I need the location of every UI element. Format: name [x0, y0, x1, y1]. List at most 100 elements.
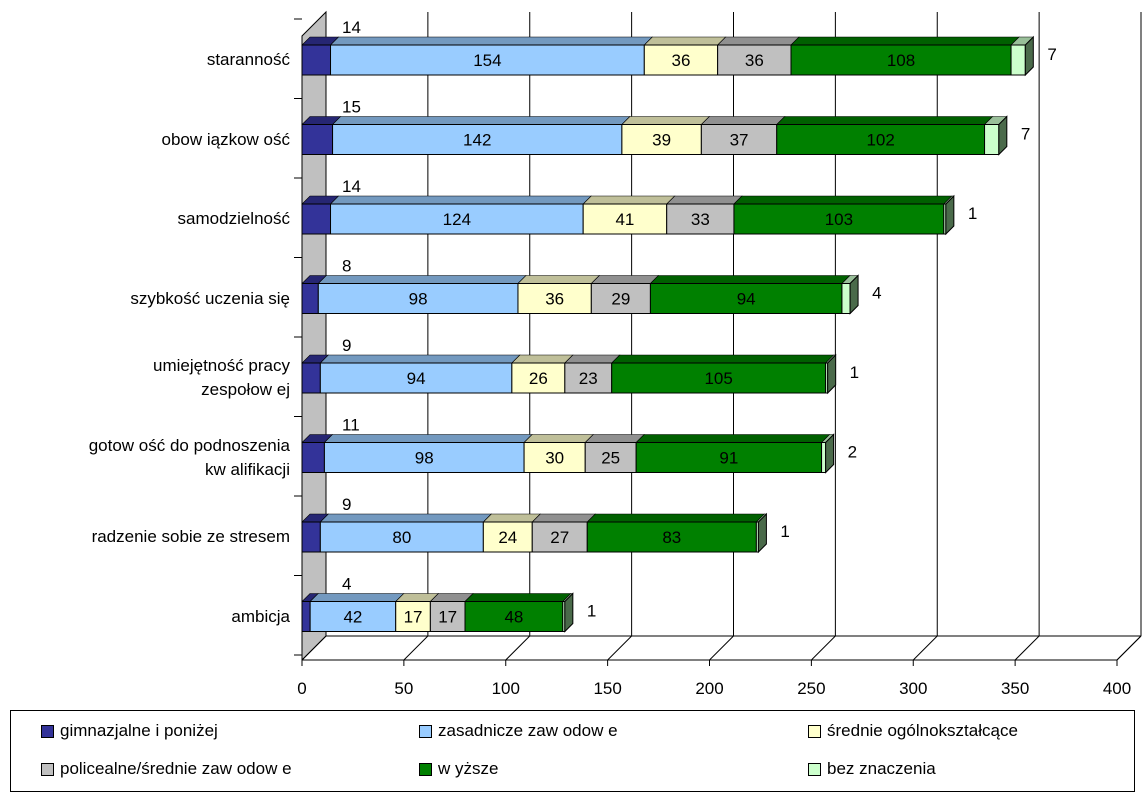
data-label: 33	[691, 210, 710, 229]
legend-label: w yższe	[438, 759, 499, 778]
bar-segment	[301, 124, 334, 155]
bar-segment	[395, 601, 431, 632]
bar-segment	[332, 124, 623, 155]
data-label: 4	[872, 284, 881, 303]
bar-segment	[301, 442, 325, 473]
bar-segment	[564, 362, 613, 394]
data-label: 154	[473, 51, 501, 70]
data-label: 37	[730, 131, 749, 150]
bar-segment	[635, 442, 823, 473]
bar-segment	[984, 124, 1000, 155]
floor-line	[811, 635, 836, 661]
data-label: 142	[463, 131, 491, 150]
data-label: 102	[866, 131, 894, 150]
bar-segment	[301, 203, 332, 235]
legend-swatch	[419, 724, 432, 738]
bar-top	[635, 434, 831, 443]
bar-top	[523, 434, 594, 443]
data-label: 14	[342, 177, 361, 196]
bar-top	[482, 513, 541, 523]
bar-side	[998, 115, 1008, 156]
bar-top	[531, 513, 596, 523]
legend-swatch	[808, 762, 821, 776]
data-label: 7	[1047, 45, 1056, 64]
legend-label: policealne/średnie zaw odow e	[60, 759, 292, 778]
data-label: 36	[545, 290, 564, 309]
bar-segment	[482, 521, 533, 553]
floor-line	[607, 635, 632, 661]
bar-segment	[590, 283, 651, 314]
bar-top	[665, 195, 743, 205]
legend-item: gimnazjalne i poniżej	[41, 721, 218, 741]
legend-swatch	[41, 762, 54, 776]
bar-segment	[649, 283, 843, 314]
data-label: 4	[342, 575, 351, 594]
bar-segment	[523, 442, 586, 473]
bar-segment	[464, 601, 564, 632]
legend-swatch	[419, 762, 432, 776]
data-label: 108	[887, 51, 915, 70]
data-label: 26	[529, 369, 548, 388]
data-label: 39	[652, 131, 671, 150]
data-label: 25	[601, 449, 620, 468]
bar-top	[643, 36, 727, 46]
data-label: 2	[848, 443, 857, 462]
data-label: 41	[615, 210, 634, 229]
category-label: ambicja	[231, 606, 290, 626]
x-tick-label: 50	[394, 679, 413, 698]
x-tick-label: 0	[297, 679, 306, 698]
data-label: 105	[704, 369, 732, 388]
legend-item: w yższe	[419, 759, 498, 779]
bar-segment	[301, 521, 321, 553]
data-label: 1	[780, 522, 789, 541]
bar-top	[317, 275, 527, 284]
bar-top	[582, 195, 676, 205]
legend-swatch	[41, 724, 54, 738]
bar-segment	[319, 362, 513, 394]
bar-top	[610, 354, 835, 364]
bar-side	[849, 274, 859, 315]
bar-segment	[821, 442, 827, 473]
bar-segment	[517, 283, 592, 314]
data-label: 29	[611, 290, 630, 309]
bar-segment	[790, 44, 1012, 76]
bar-side	[827, 353, 837, 395]
legend-label: średnie ogólnokształcące	[827, 721, 1018, 740]
bar-top	[733, 195, 953, 205]
bar-segment	[301, 601, 311, 632]
bar-top	[329, 36, 654, 46]
chart-side-wall	[301, 10, 327, 662]
bar-top	[329, 195, 592, 205]
legend: gimnazjalne i poniżej zasadnicze zaw odow…	[10, 710, 1135, 792]
legend-swatch	[808, 724, 821, 738]
legend-item: średnie ogólnokształcące	[808, 721, 1018, 741]
bar-top	[590, 275, 660, 284]
bar-segment	[841, 283, 851, 314]
bar-top	[584, 434, 645, 443]
bar-segment	[621, 124, 702, 155]
bar-segment	[776, 124, 986, 155]
bar-side	[564, 592, 574, 633]
floor-right-edge	[1116, 635, 1142, 661]
bar-segment	[330, 44, 645, 76]
bar-segment	[1010, 44, 1026, 76]
floor-line	[912, 635, 938, 661]
data-label: 8	[342, 257, 351, 276]
category-label: staranność	[206, 50, 290, 69]
bar-segment	[666, 203, 735, 235]
x-tick-label: 100	[492, 679, 520, 698]
data-label: 80	[392, 528, 411, 547]
data-label: 7	[1021, 125, 1030, 144]
data-label: 42	[343, 608, 362, 627]
data-label: 124	[443, 210, 471, 229]
legend-label: gimnazjalne i poniżej	[60, 721, 218, 740]
bar-top	[309, 593, 405, 602]
bar-segment	[643, 44, 719, 76]
bar-segment	[301, 362, 321, 394]
category-label: umiejętność pracy zespołow ej	[152, 356, 290, 399]
data-label: 17	[404, 608, 423, 627]
x-tick-label: 350	[1001, 679, 1029, 698]
data-label: 98	[409, 290, 428, 309]
bar-top	[586, 513, 766, 523]
